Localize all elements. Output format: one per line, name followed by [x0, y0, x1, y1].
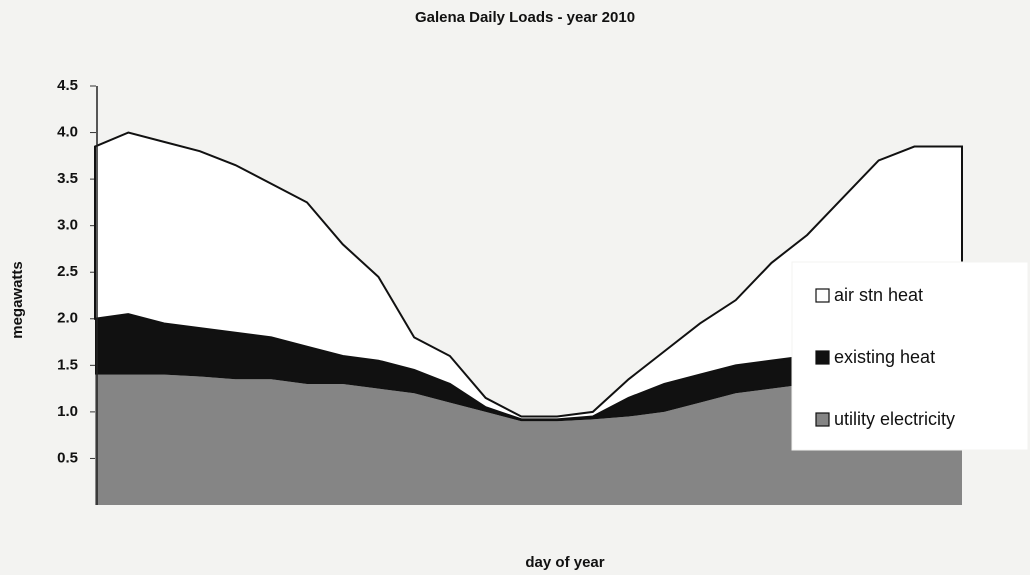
legend-swatch [815, 350, 830, 365]
y-axis-label: megawatts [9, 261, 26, 339]
y-tick-label: 4.0 [57, 124, 78, 141]
legend-label: air stn heat [834, 285, 923, 305]
y-tick-label: 4.5 [57, 77, 78, 94]
legend-label: utility electricity [834, 409, 955, 429]
y-tick-label: 3.5 [57, 170, 78, 187]
chart-title: Galena Daily Loads - year 2010 [415, 9, 635, 26]
area [95, 374, 962, 505]
legend-swatch [815, 412, 830, 427]
legend-box [791, 261, 1029, 451]
y-tick-label: 1.5 [57, 356, 78, 373]
area [95, 314, 962, 422]
y-tick-label: 3.0 [57, 217, 78, 234]
x-axis-label: day of year [525, 554, 604, 571]
y-tick-label: 1.0 [57, 403, 78, 420]
legend-swatch [815, 288, 830, 303]
legend-label: existing heat [834, 347, 935, 367]
y-tick-label: 2.5 [57, 263, 78, 280]
y-tick-label: 2.0 [57, 310, 78, 327]
y-tick-label: 0.5 [57, 449, 78, 466]
